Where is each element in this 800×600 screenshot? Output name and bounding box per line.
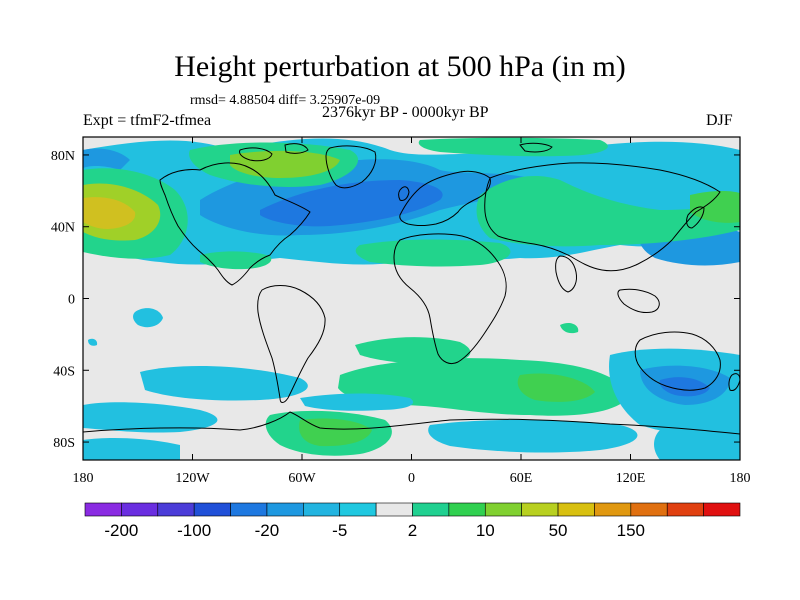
coastlines [83, 142, 740, 435]
legend-label: 2 [408, 521, 417, 540]
legend-swatch [703, 502, 741, 517]
legend-swatch [84, 502, 122, 517]
coast-se-asia [617, 288, 660, 313]
lat-tick-label: 80S [53, 436, 75, 451]
legend-swatch [412, 502, 450, 517]
legend-swatch [375, 502, 413, 517]
coast-japan [686, 206, 705, 229]
legend-swatch [484, 502, 522, 517]
legend-swatch [303, 502, 341, 517]
lon-tick-label: 0 [408, 471, 415, 486]
lon-tick-label: 180 [73, 471, 94, 486]
coast-greenland [325, 145, 377, 189]
legend-label: -20 [255, 521, 280, 540]
legend-swatch [230, 502, 268, 517]
tropic-positive-patch-india [560, 322, 579, 334]
sh-negative-atlantic [300, 393, 414, 411]
legend-swatch [266, 502, 304, 517]
coast-asia [484, 162, 721, 272]
lon-tick-label: 180 [730, 471, 751, 486]
lon-tick-label: 60E [510, 471, 533, 486]
axis-ticks [82, 137, 741, 460]
color-legend: -200 -100 -20 -5 2 10 50 150 [84, 502, 741, 540]
legend-swatch [448, 502, 486, 517]
coast-new-zealand [728, 373, 740, 391]
legend-swatch [157, 502, 195, 517]
legend-label: -100 [177, 521, 211, 540]
sh-negative-left-edge [83, 402, 218, 433]
legend-label: -5 [332, 521, 347, 540]
coast-europe [399, 170, 491, 226]
period-label: 2376kyr BP - 0000kyr BP [322, 104, 489, 121]
nh-positive-pacific-max [83, 197, 136, 229]
nh-negative-blob-left [83, 148, 130, 170]
lat-tick-label: 80N [51, 149, 75, 164]
legend-swatch [521, 502, 559, 517]
lon-tick-label: 120E [616, 471, 646, 486]
coast-north-america [159, 162, 311, 286]
nh-positive-greenland-core [230, 150, 340, 178]
nh-positive-arctic [418, 137, 608, 157]
coast-antarctica [83, 411, 740, 435]
legend-swatch [557, 502, 595, 517]
legend-swatch [339, 502, 377, 517]
sh-negative-bottom-left [83, 437, 180, 460]
sh-positive-antarctic-core [299, 418, 372, 447]
coast-india [555, 255, 577, 293]
coast-south-america [257, 285, 326, 403]
nh-negative-core-deep [260, 180, 443, 227]
sh-positive-atlantic [355, 337, 471, 365]
map-title: Height perturbation at 500 hPa (in m) [174, 50, 626, 83]
contour-field [83, 137, 740, 460]
stats-subtitle: rmsd= 4.88504 diff= 3.25907e-09 [190, 93, 381, 108]
lon-tick-label: 120W [175, 471, 210, 486]
sh-negative-antarctic [428, 419, 638, 453]
lat-tick-label: 40N [51, 221, 75, 236]
legend-label: 150 [617, 521, 645, 540]
tropic-negative-patch [133, 308, 163, 328]
sh-positive-indian-core [517, 373, 595, 402]
season-label: DJF [706, 112, 733, 129]
nh-positive-subtropic [355, 239, 511, 267]
tropic-negative-patch-small [88, 338, 98, 346]
lat-tick-label: 40S [53, 364, 75, 379]
lon-tick-label: 60W [288, 471, 316, 486]
coast-australia [634, 331, 721, 391]
legend-label: -200 [104, 521, 138, 540]
legend-swatch [193, 502, 231, 517]
sh-negative-antarctic-right [654, 425, 740, 460]
axis-labels: 80N 40N 0 40S 80S 180 120W 60W 0 60E 120E 180 [51, 149, 751, 486]
coast-british-isles [398, 186, 410, 201]
nh-positive-asia [476, 175, 740, 247]
legend-label: 50 [549, 521, 568, 540]
legend-swatch [121, 502, 159, 517]
coast-arctic-islands [239, 142, 553, 162]
coast-africa [393, 233, 507, 365]
lat-tick-label: 0 [68, 293, 75, 308]
sh-negative-pacific-west [140, 366, 308, 401]
legend-swatch [666, 502, 704, 517]
legend-label: 10 [476, 521, 495, 540]
sh-negative-australia-deep [659, 377, 710, 397]
legend-swatch [630, 502, 668, 517]
legend-swatch [594, 502, 632, 517]
experiment-label: Expt = tfmF2-tfmea [83, 112, 212, 129]
